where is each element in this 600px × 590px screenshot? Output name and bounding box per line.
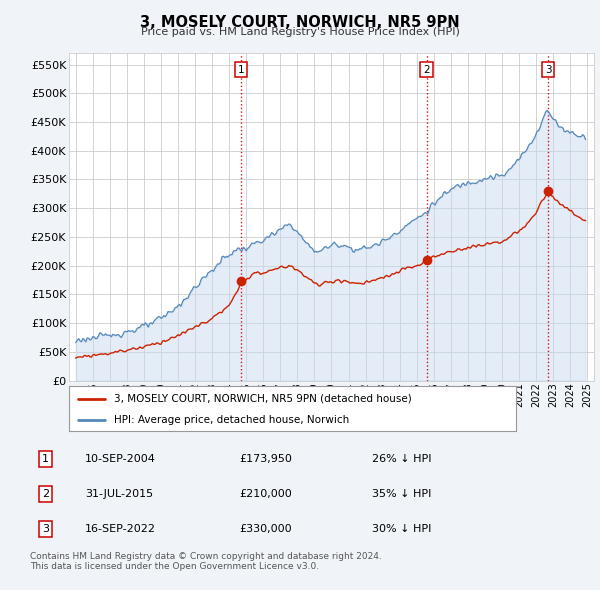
Text: Price paid vs. HM Land Registry's House Price Index (HPI): Price paid vs. HM Land Registry's House … xyxy=(140,27,460,37)
Text: 30% ↓ HPI: 30% ↓ HPI xyxy=(372,524,431,534)
Text: 1: 1 xyxy=(42,454,49,464)
Text: 3: 3 xyxy=(42,524,49,534)
Text: 2: 2 xyxy=(424,64,430,74)
Text: Contains HM Land Registry data © Crown copyright and database right 2024.
This d: Contains HM Land Registry data © Crown c… xyxy=(30,552,382,571)
Text: 16-SEP-2022: 16-SEP-2022 xyxy=(85,524,156,534)
Text: 26% ↓ HPI: 26% ↓ HPI xyxy=(372,454,432,464)
Text: £173,950: £173,950 xyxy=(240,454,293,464)
Text: HPI: Average price, detached house, Norwich: HPI: Average price, detached house, Norw… xyxy=(114,415,349,425)
Text: 1: 1 xyxy=(238,64,244,74)
Text: 10-SEP-2004: 10-SEP-2004 xyxy=(85,454,156,464)
Text: 3, MOSELY COURT, NORWICH, NR5 9PN (detached house): 3, MOSELY COURT, NORWICH, NR5 9PN (detac… xyxy=(114,394,412,404)
Text: 2: 2 xyxy=(42,489,49,499)
Text: £210,000: £210,000 xyxy=(240,489,293,499)
Text: 31-JUL-2015: 31-JUL-2015 xyxy=(85,489,154,499)
Text: 3: 3 xyxy=(545,64,551,74)
Text: £330,000: £330,000 xyxy=(240,524,292,534)
Text: 3, MOSELY COURT, NORWICH, NR5 9PN: 3, MOSELY COURT, NORWICH, NR5 9PN xyxy=(140,15,460,30)
Text: 35% ↓ HPI: 35% ↓ HPI xyxy=(372,489,431,499)
